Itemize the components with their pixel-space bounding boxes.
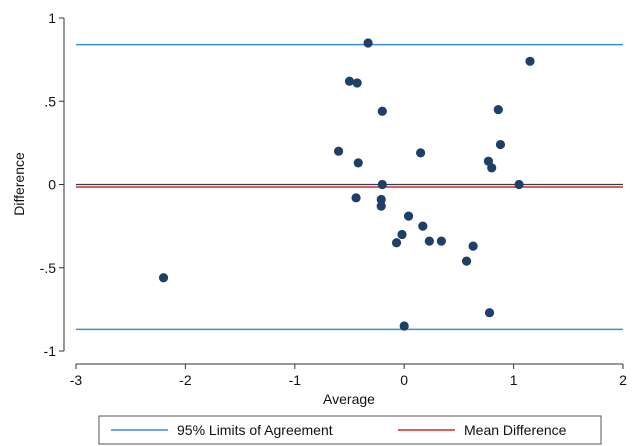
data-point xyxy=(424,236,434,246)
data-point xyxy=(352,78,362,88)
x-tick-label: 2 xyxy=(619,372,627,388)
data-point xyxy=(158,273,169,283)
x-tick-label: 1 xyxy=(510,372,518,388)
data-point xyxy=(484,308,495,318)
data-point xyxy=(399,321,409,331)
y-tick-label: 0 xyxy=(48,177,56,193)
y-tick-label: 1 xyxy=(48,10,56,26)
legend: 95% Limits of Agreement Mean Difference xyxy=(98,415,602,445)
data-point xyxy=(344,76,355,86)
data-point xyxy=(461,256,472,266)
data-point xyxy=(353,158,363,168)
data-point xyxy=(351,193,361,203)
data-point xyxy=(397,229,407,240)
x-tick-label: 0 xyxy=(400,372,408,388)
data-point xyxy=(416,148,426,158)
data-point xyxy=(363,38,373,48)
y-tick-label: -1 xyxy=(44,343,57,359)
x-tick-label: -1 xyxy=(289,372,302,388)
data-point xyxy=(377,179,387,190)
data-point xyxy=(376,194,386,205)
reference-lines xyxy=(76,43,623,331)
y-tick-label: -.5 xyxy=(40,260,57,276)
data-point xyxy=(495,139,506,150)
data-point xyxy=(377,106,387,116)
data-point xyxy=(418,221,428,231)
y-tick-label: .5 xyxy=(44,93,56,109)
legend-limits-label: 95% Limits of Agreement xyxy=(177,422,333,438)
x-tick-label: -3 xyxy=(70,372,83,388)
legend-mean-label: Mean Difference xyxy=(464,422,567,438)
x-axis-title: Average xyxy=(323,391,375,407)
data-point xyxy=(525,56,535,66)
legend-box xyxy=(98,415,602,445)
data-point xyxy=(436,236,446,246)
y-axis-title: Difference xyxy=(11,152,27,216)
data-point xyxy=(376,201,386,211)
data-point xyxy=(468,241,478,251)
data-point xyxy=(493,104,503,115)
data-point xyxy=(391,238,402,248)
data-point xyxy=(514,179,524,190)
data-point xyxy=(487,163,497,173)
data-points xyxy=(158,38,535,331)
x-tick-label: -2 xyxy=(179,372,192,388)
axes: 1 .5 0 -.5 -1 -3 -2 -1 0 1 2 xyxy=(40,10,627,388)
data-point xyxy=(403,211,414,221)
data-point xyxy=(333,146,344,156)
